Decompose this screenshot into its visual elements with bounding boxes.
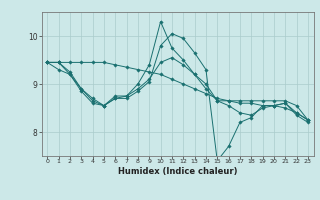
X-axis label: Humidex (Indice chaleur): Humidex (Indice chaleur) — [118, 167, 237, 176]
